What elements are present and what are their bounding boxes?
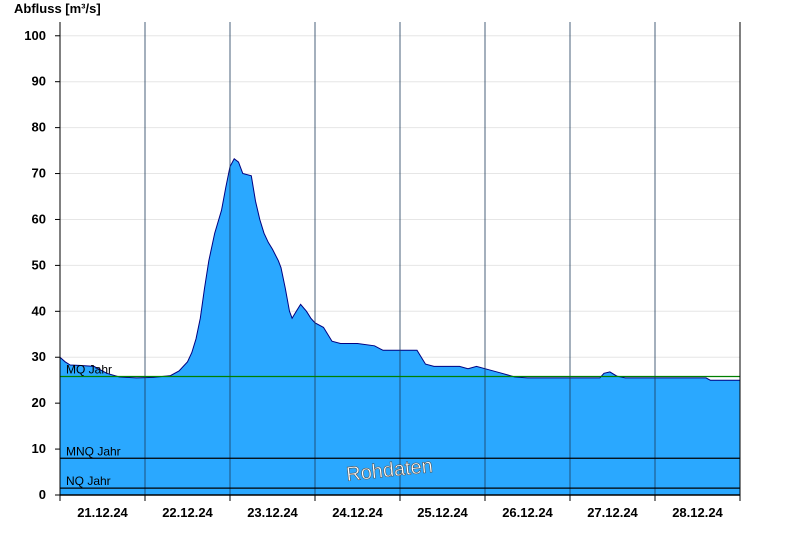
x-tick-label: 26.12.24 (502, 505, 553, 520)
y-tick-label: 60 (32, 211, 46, 226)
day-gridlines (144, 22, 656, 495)
x-tick-label: 24.12.24 (332, 505, 383, 520)
y-tick-label: 50 (32, 257, 46, 272)
reference-line-label: MQ Jahr (66, 363, 112, 377)
y-tick-label: 100 (24, 28, 46, 43)
y-tick-label: 70 (32, 166, 46, 181)
y-tick-label: 0 (39, 487, 46, 502)
reference-line-label: NQ Jahr (66, 474, 111, 488)
watermark-text: Rohdaten (345, 455, 434, 486)
y-ticks: 0 10 20 30 40 50 60 70 80 90 100 (24, 28, 60, 502)
x-tick-label: 21.12.24 (77, 505, 128, 520)
x-tick-label: 27.12.24 (587, 505, 638, 520)
y-tick-label: 90 (32, 74, 46, 89)
x-tick-label: 25.12.24 (417, 505, 468, 520)
x-tick-label: 28.12.24 (672, 505, 723, 520)
y-tick-label: 20 (32, 395, 46, 410)
reference-line-label: MNQ Jahr (66, 444, 121, 458)
y-tick-label: 30 (32, 349, 46, 364)
y-tick-label: 10 (32, 441, 46, 456)
reference-lines: MQ Jahr MNQ Jahr NQ Jahr (60, 363, 740, 489)
x-ticks: 21.12.24 22.12.24 23.12.24 24.12.24 25.12.24… (59, 495, 741, 520)
y-tick-label: 40 (32, 303, 46, 318)
y-axis-label: Abfluss [m³/s] (14, 1, 101, 16)
x-tick-label: 23.12.24 (247, 505, 298, 520)
y-tick-label: 80 (32, 120, 46, 135)
x-tick-label: 22.12.24 (162, 505, 213, 520)
